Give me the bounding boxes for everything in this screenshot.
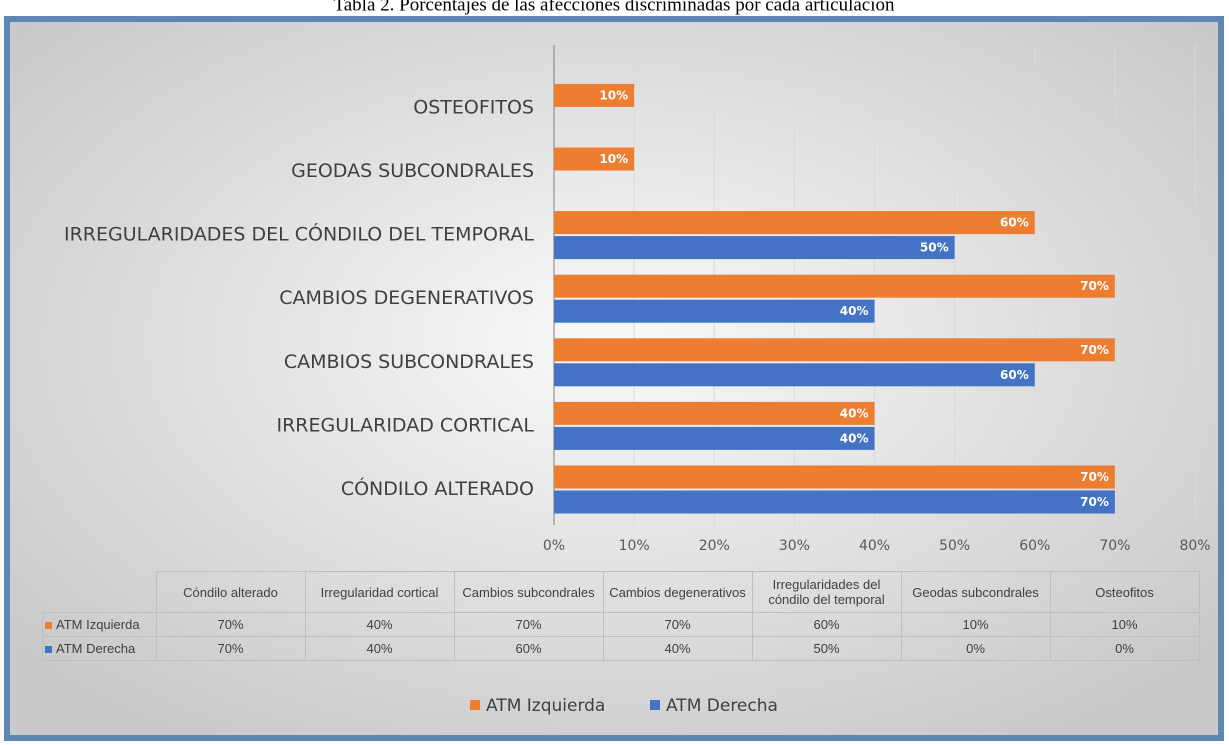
data-label: 10% [599,152,628,166]
y-tick-label: IRREGULARIDAD CORTICAL [276,414,534,436]
x-tick-label: 0% [543,538,565,554]
bar [554,147,635,171]
x-tick-label: 20% [699,538,730,554]
x-tick-label: 70% [1099,538,1130,554]
table-header: Osteofitos [1049,571,1200,613]
table-cell: 70% [155,636,306,661]
legend-key [45,646,52,654]
legend-key [45,622,52,630]
x-tick-label: 30% [779,538,810,554]
table-row-header: ATM Derecha [42,636,157,661]
data-label: 10% [599,88,628,102]
row-label: ATM Derecha [56,641,136,656]
bar [554,426,875,450]
table-row: ATM Izquierda 70% 40% 70% 70% 60% 10% 10% [42,612,1200,637]
data-label: 60% [1000,368,1029,382]
bar [554,338,1115,362]
data-label: 70% [1080,470,1109,484]
legend-label: ATM Izquierda [486,696,605,716]
table-cell: 70% [155,612,306,637]
bar [554,490,1115,514]
bar [554,274,1115,298]
table-cell: 40% [304,612,455,637]
table-cell: 0% [900,636,1051,661]
table-cell: 60% [751,612,902,637]
y-tick-label: GEODAS SUBCONDRALES [291,160,534,182]
data-label: 40% [840,406,869,420]
x-tick-label: 80% [1179,538,1210,554]
table-row-header: ATM Izquierda [42,612,157,637]
bar [554,363,1035,387]
x-tick-label: 10% [619,538,650,554]
legend-swatch [470,700,480,710]
y-tick-label: IRREGULARIDADES DEL CÓNDILO DEL TEMPORAL [64,222,534,246]
bar [554,401,875,425]
y-tick-label: CAMBIOS SUBCONDRALES [284,351,534,373]
y-tick-label: OSTEOFITOS [413,96,534,118]
table-header-row: Cóndilo alterado Irregularidad cortical Ca… [42,571,1200,613]
y-tick-label: CÓNDILO ALTERADO [341,476,534,500]
data-label: 70% [1080,279,1109,293]
bar [554,299,875,323]
table-cell: 0% [1049,636,1200,661]
data-label: 40% [840,304,869,318]
table-header: Irregularidad cortical [304,571,455,613]
bar [554,236,955,260]
data-table: Cóndilo alterado Irregularidad cortical Ca… [42,571,1200,661]
table-cell: 70% [602,612,753,637]
data-label: 40% [840,431,869,445]
table-header: Cambios degenerativos [602,571,753,613]
table-row: ATM Derecha 70% 40% 60% 40% 50% 0% 0% [42,636,1200,661]
table-corner [42,571,157,613]
y-tick-label: CAMBIOS DEGENERATIVOS [279,287,534,309]
data-label: 50% [920,241,949,255]
x-tick-label: 40% [859,538,890,554]
row-label: ATM Izquierda [56,617,140,632]
table-cell: 40% [602,636,753,661]
table-cell: 60% [453,636,604,661]
table-cell: 10% [900,612,1051,637]
legend-label: ATM Derecha [666,696,778,716]
data-label: 70% [1080,495,1109,509]
table-header: Cambios subcondrales [453,571,604,613]
bar [554,465,1115,489]
bar [554,211,1035,235]
table-cell: 40% [304,636,455,661]
table-header: Cóndilo alterado [155,571,306,613]
table-header: Geodas subcondrales [900,571,1051,613]
legend-swatch [650,700,660,710]
table-header: Irregularidades del cóndilo del temporal [751,571,902,613]
data-label: 70% [1080,343,1109,357]
table-cell: 70% [453,612,604,637]
x-tick-label: 50% [939,538,970,554]
data-label: 60% [1000,216,1029,230]
table-cell: 50% [751,636,902,661]
chart-title: Tabla 2. Porcentajes de las afecciones d… [333,0,895,15]
table-cell: 10% [1049,612,1200,637]
bar [554,83,635,107]
x-tick-label: 60% [1019,538,1050,554]
